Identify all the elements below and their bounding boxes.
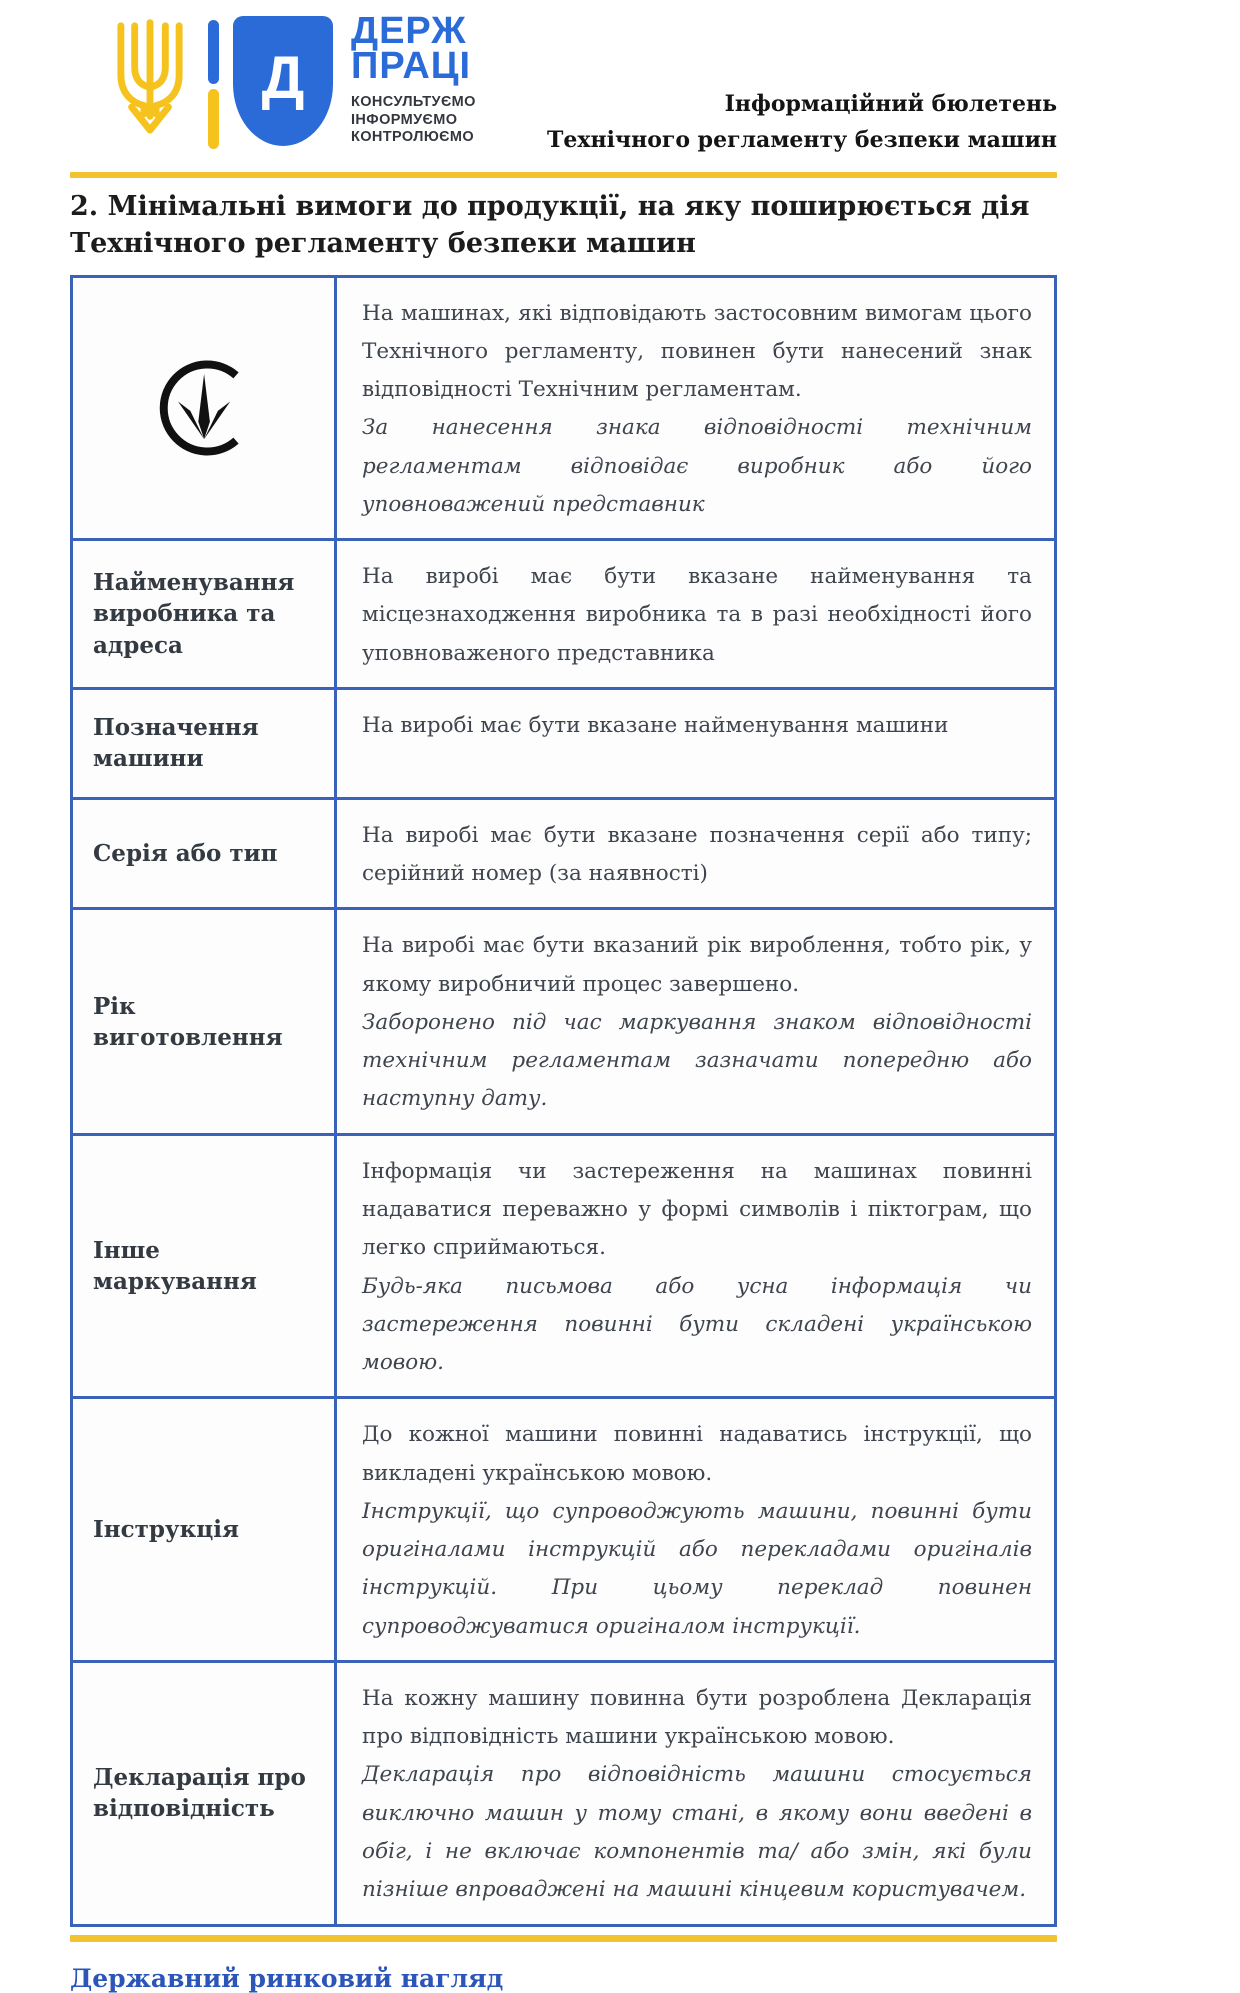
shield-icon: Д — [233, 16, 333, 146]
row-text-cell: На виробі має бути вказане позначення се… — [337, 800, 1054, 908]
table-row-series-or-type: Серія або тип На виробі має бути вказане… — [73, 796, 1054, 908]
row-text-cell: На виробі має бути вказаний рік вироблен… — [337, 910, 1054, 1132]
bulletin-line1: Інформаційний бюлетень — [724, 91, 1057, 117]
header: Д ДЕРЖ ПРАЦІ КОНСУЛЬТУЄМО ІНФОРМУЄМО КОН… — [70, 0, 1057, 172]
table-row-declaration-of-conformity: Декларація про відповідність На кожну ма… — [73, 1659, 1054, 1924]
row-paragraph: На виробі має бути вказаний рік вироблен… — [362, 933, 1032, 997]
row-label: Позначення машини — [93, 714, 259, 773]
row-label: Інше маркування — [93, 1237, 257, 1296]
row-paragraph: На виробі має бути вказане найменування … — [362, 564, 1032, 666]
row-paragraph: Інформація чи застереження на машинах по… — [362, 1158, 1032, 1261]
section-title-line1: 2. Мінімальні вимоги до продукції, на як… — [70, 191, 1030, 222]
bulletin-line2: Технічного регламенту безпеки машин — [547, 127, 1057, 154]
tagline-line3: КОНТРОЛЮЄМО — [351, 129, 475, 146]
derzhpratsi-logo: Д ДЕРЖ ПРАЦІ КОНСУЛЬТУЄМО ІНФОРМУЄМО КОН… — [104, 6, 476, 149]
row-label-cell: Декларація про відповідність — [73, 1662, 337, 1924]
row-text-cell: На виробі має бути вказане найменування … — [337, 541, 1054, 687]
logo-text: ДЕРЖ ПРАЦІ КОНСУЛЬТУЄМО ІНФОРМУЄМО КОНТР… — [351, 10, 476, 147]
section-title: 2. Мінімальні вимоги до продукції, на як… — [70, 188, 1057, 263]
row-paragraph-italic: За нанесення знака відповідності технічн… — [362, 415, 1032, 517]
table-row-instruction: Інструкція До кожної машини повинні нада… — [73, 1396, 1054, 1660]
divider-blue-segment — [208, 20, 219, 84]
row-label: Серія або тип — [93, 840, 278, 868]
row-label-cell: Інструкція — [73, 1399, 337, 1660]
table-row-other-marking: Інше маркування Інформація чи застережен… — [73, 1132, 1054, 1397]
row-label: Декларація про відповідність — [93, 1764, 306, 1823]
row-paragraph: На виробі має бути вказане найменування … — [362, 712, 949, 738]
row-paragraph: На виробі має бути вказане позначення се… — [362, 822, 1032, 887]
row-paragraph-italic: Декларація про відповідність машини стос… — [362, 1762, 1032, 1903]
row-text-cell: Інформація чи застереження на машинах по… — [337, 1136, 1054, 1397]
table-row-machine-designation: Позначення машини На виробі має бути вка… — [73, 686, 1054, 797]
row-label-cell: Позначення машини — [73, 689, 337, 797]
row-paragraph-italic: Будь-яка письмова або усна інформація чи… — [362, 1273, 1032, 1376]
requirements-table: На машинах, які відповідають застосовним… — [70, 274, 1057, 1927]
row-paragraph: На кожну машину повинна бути розроблена … — [362, 1685, 1032, 1750]
row-label: Інструкція — [93, 1516, 239, 1544]
section-title-line2: Технічного регламенту безпеки машин — [70, 228, 696, 260]
logo-name-line2: ПРАЦІ — [351, 44, 472, 87]
divider-yellow-segment — [208, 89, 219, 149]
row-label-cell: Інше маркування — [73, 1135, 337, 1397]
row-text-cell: На машинах, які відповідають застосовним… — [337, 278, 1054, 539]
row-paragraph-italic: Інструкції, що супроводжують машини, пов… — [362, 1498, 1032, 1639]
table-row-manufacturer: Найменування виробника та адреса На виро… — [73, 538, 1054, 687]
logo-tagline: КОНСУЛЬТУЄМО ІНФОРМУЄМО КОНТРОЛЮЄМО — [351, 94, 476, 147]
shield-letter: Д — [261, 44, 305, 111]
bulletin-title: Інформаційний бюлетень Технічного реглам… — [547, 86, 1057, 159]
top-separator — [70, 172, 1057, 178]
row-label-cell: Рік виготовлення — [73, 910, 337, 1133]
trident-icon — [117, 19, 183, 134]
row-paragraph: На машинах, які відповідають застосовним… — [362, 300, 1032, 403]
conformity-mark-cell — [73, 277, 337, 539]
tagline-line2: ІНФОРМУЄМО — [351, 111, 458, 128]
tagline-line1: КОНСУЛЬТУЄМО — [351, 93, 476, 110]
page: Д ДЕРЖ ПРАЦІ КОНСУЛЬТУЄМО ІНФОРМУЄМО КОН… — [70, 0, 1057, 1993]
row-text-cell: До кожної машини повинні надаватись інст… — [337, 1399, 1054, 1660]
row-text-cell: На виробі має бути вказане найменування … — [337, 690, 1054, 797]
row-label-cell: Серія або тип — [73, 799, 337, 908]
table-row-year-of-manufacture: Рік виготовлення На виробі має бути вказ… — [73, 907, 1054, 1133]
row-label: Рік виготовлення — [93, 992, 283, 1051]
row-text-cell: На кожну машину повинна бути розроблена … — [337, 1663, 1054, 1924]
table-row-conformity-mark: На машинах, які відповідають застосовним… — [73, 277, 1054, 539]
row-label-cell: Найменування виробника та адреса — [73, 541, 337, 687]
logo-name-line1: ДЕРЖ — [351, 10, 467, 52]
ua-conformity-mark-icon — [159, 360, 239, 456]
logo-name: ДЕРЖ ПРАЦІ — [351, 10, 476, 87]
logo-divider-bar — [208, 20, 219, 149]
row-paragraph-italic: Заборонено під час маркування знаком від… — [362, 1009, 1032, 1112]
row-paragraph: До кожної машини повинні надаватись інст… — [362, 1422, 1032, 1486]
row-label: Найменування виробника та адреса — [93, 569, 295, 659]
bottom-separator — [70, 1934, 1057, 1942]
footer-heading: Державний ринковий нагляд — [70, 1963, 504, 1993]
